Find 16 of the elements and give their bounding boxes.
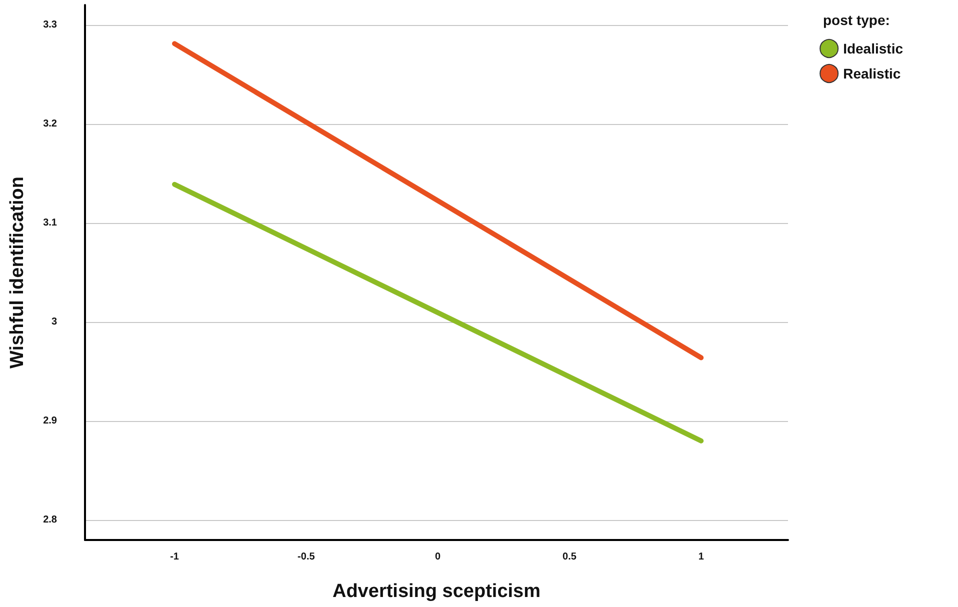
legend-title: post type: xyxy=(823,12,890,28)
y-tick-label: 2.9 xyxy=(43,416,58,427)
x-tick-label: -1 xyxy=(170,552,180,562)
y-tick-label: 3.3 xyxy=(43,19,58,30)
y-tick-label: 3 xyxy=(51,316,58,328)
x-tick-label: 1 xyxy=(698,552,704,562)
x-tick-label: 0.5 xyxy=(562,552,577,562)
y-tick-label: 3.2 xyxy=(43,118,58,130)
y-tick-label: 3.1 xyxy=(43,217,58,228)
legend-label: Idealistic xyxy=(843,40,904,56)
y-tick-label: 2.8 xyxy=(43,514,58,526)
x-tick-label: 0 xyxy=(435,552,442,562)
x-axis-title: Advertising scepticism xyxy=(332,581,541,602)
legend-label: Realistic xyxy=(843,66,901,82)
y-axis-title: Wishful identification xyxy=(7,176,28,368)
x-tick-label: -0.5 xyxy=(298,552,316,562)
